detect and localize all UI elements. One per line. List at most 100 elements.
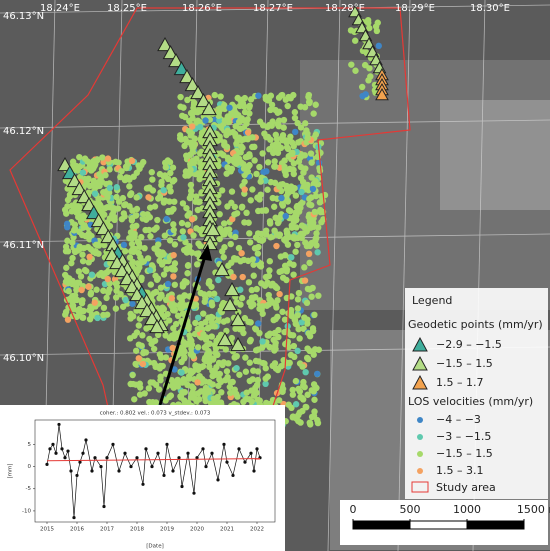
legend-label: 1.5 – 3.1 <box>436 464 483 477</box>
geodetic-point <box>201 100 217 116</box>
los-point <box>85 175 92 182</box>
los-point <box>249 256 257 263</box>
legend-label: −4 – −3 <box>436 413 481 426</box>
los-point <box>76 243 83 250</box>
los-point <box>223 368 231 375</box>
los-point <box>218 389 225 396</box>
los-point <box>309 185 317 193</box>
los-point <box>190 104 197 112</box>
los-point <box>298 188 305 196</box>
los-point <box>293 203 301 211</box>
los-point <box>186 340 194 348</box>
los-point <box>312 101 319 108</box>
los-point <box>153 246 160 254</box>
los-point <box>304 285 312 293</box>
los-point <box>295 289 303 297</box>
los-point <box>300 382 307 389</box>
los-point <box>281 252 289 259</box>
geodetic-point <box>157 36 173 52</box>
los-point <box>206 350 213 357</box>
los-point <box>286 359 293 367</box>
los-point <box>258 237 266 244</box>
los-point <box>297 124 305 131</box>
geodetic-point <box>119 270 135 286</box>
los-point <box>366 24 373 32</box>
los-point <box>166 183 173 191</box>
geodetic-point <box>230 311 246 327</box>
los-point <box>115 159 122 166</box>
geodetic-point <box>104 246 120 262</box>
los-point <box>274 313 281 320</box>
los-point <box>301 277 309 284</box>
longitude-label: 18.24°E <box>40 3 80 14</box>
data-point <box>60 447 64 451</box>
los-point <box>197 388 205 395</box>
los-point <box>94 314 101 322</box>
los-point <box>272 345 279 353</box>
los-point <box>86 315 94 323</box>
los-point <box>294 296 302 303</box>
los-point <box>119 303 127 310</box>
los-point <box>122 163 130 170</box>
los-point <box>292 248 299 255</box>
los-point <box>313 235 320 242</box>
los-point <box>313 230 320 237</box>
los-point <box>291 353 298 361</box>
los-point <box>248 298 255 305</box>
legend-symbol <box>412 374 428 390</box>
los-point <box>91 190 99 197</box>
los-point <box>248 398 255 405</box>
data-point <box>156 451 160 455</box>
los-point <box>262 207 269 214</box>
geodetic-point <box>222 296 238 312</box>
los-point <box>112 294 120 301</box>
x-tick-label: 2018 <box>130 527 144 533</box>
los-point <box>186 194 194 202</box>
los-point <box>303 299 311 307</box>
los-point <box>283 268 290 275</box>
los-point <box>129 371 136 379</box>
los-point <box>79 251 86 258</box>
los-point <box>222 142 229 149</box>
los-point <box>309 284 316 292</box>
los-point <box>151 226 158 233</box>
longitude-label: 18.26°E <box>182 3 222 14</box>
los-point <box>224 203 231 210</box>
geodetic-point <box>214 261 230 277</box>
los-point <box>247 197 254 204</box>
data-point <box>63 456 67 460</box>
los-point <box>281 316 289 323</box>
los-point <box>92 184 99 191</box>
los-point <box>167 169 174 177</box>
los-point <box>245 219 252 226</box>
los-point <box>290 271 297 278</box>
los-point <box>169 344 176 352</box>
los-point <box>306 347 314 355</box>
los-point <box>244 135 252 143</box>
los-point <box>63 220 71 228</box>
los-point <box>194 379 201 386</box>
los-point <box>146 335 153 343</box>
los-point <box>106 215 114 222</box>
longitude-label: 18.27°E <box>253 3 293 14</box>
data-point <box>93 456 97 460</box>
los-point <box>216 133 223 140</box>
los-point <box>291 114 299 122</box>
x-tick-label: 2017 <box>100 527 114 533</box>
geodetic-point <box>217 331 233 347</box>
los-point <box>304 130 311 137</box>
los-point <box>232 123 240 130</box>
los-point <box>89 165 97 172</box>
los-point <box>129 207 136 214</box>
los-point <box>213 295 221 303</box>
los-point <box>362 91 369 98</box>
los-point <box>351 37 359 44</box>
los-point <box>172 320 180 328</box>
los-point <box>273 135 280 143</box>
los-point <box>106 166 113 173</box>
los-point <box>246 239 254 246</box>
los-point <box>229 128 237 136</box>
data-point <box>72 515 76 520</box>
los-point <box>284 102 291 110</box>
